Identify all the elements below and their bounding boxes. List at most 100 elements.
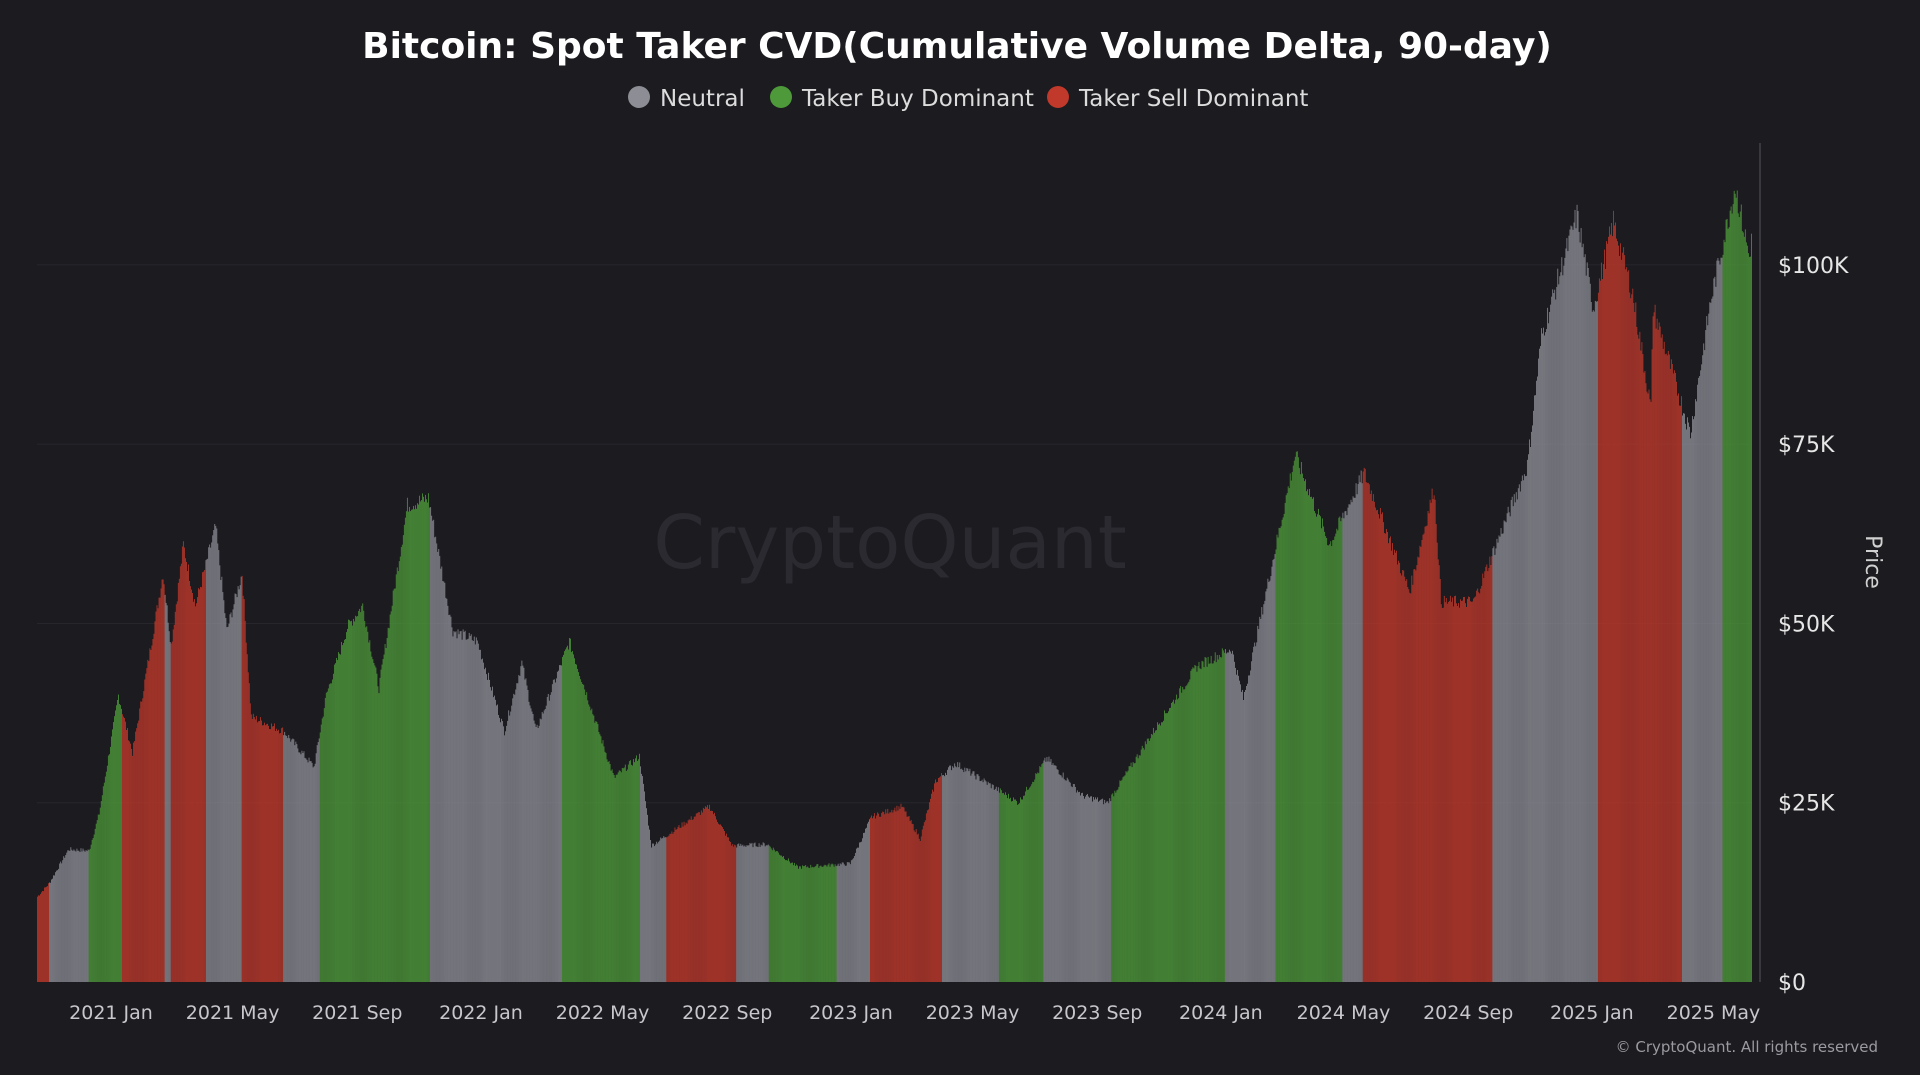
price-bar-buy — [98, 814, 100, 982]
price-bar-neutral — [434, 537, 436, 982]
price-bar-sell — [912, 824, 914, 982]
price-bar-neutral — [977, 774, 979, 982]
price-bar-buy — [1306, 491, 1307, 982]
price-bar-neutral — [452, 636, 454, 982]
price-bar-buy — [576, 664, 578, 982]
price-bar-buy — [632, 759, 634, 982]
price-bar-sell — [1446, 603, 1448, 982]
price-bar-sell — [1421, 539, 1423, 982]
price-bar-sell — [711, 810, 712, 982]
price-bar-buy — [794, 862, 795, 982]
price-bar-buy — [578, 672, 580, 982]
price-bar-sell — [201, 587, 202, 982]
price-bar-buy — [770, 848, 772, 982]
price-bar-neutral — [982, 782, 984, 982]
price-bar-buy — [1135, 756, 1137, 982]
price-bar-sell — [1482, 573, 1484, 982]
price-bar-sell — [188, 564, 189, 982]
price-bar-neutral — [307, 762, 309, 982]
price-bar-neutral — [1586, 262, 1588, 982]
price-bar-sell — [1388, 543, 1389, 982]
price-bar-buy — [566, 647, 567, 982]
price-bar-neutral — [1684, 413, 1685, 982]
price-bar-sell — [180, 563, 182, 982]
price-bar-buy — [1183, 689, 1185, 982]
price-bar-neutral — [232, 609, 234, 982]
price-bar-neutral — [1549, 311, 1551, 982]
price-bar-sell — [141, 701, 143, 982]
price-bar-sell — [1607, 243, 1608, 982]
price-bar-neutral — [472, 640, 474, 982]
price-bar-sell — [1624, 255, 1626, 982]
price-bar-buy — [1193, 668, 1195, 982]
price-bar-neutral — [1692, 416, 1693, 982]
price-bar-sell — [1369, 493, 1371, 982]
price-bar-buy — [588, 704, 590, 982]
price-bar-buy — [1302, 478, 1304, 982]
price-bar-sell — [923, 822, 925, 982]
price-bar-buy — [602, 740, 604, 982]
price-bar-neutral — [1070, 786, 1072, 982]
price-bar-buy — [113, 722, 114, 982]
price-bar-neutral — [1703, 343, 1705, 982]
price-bar-buy — [1299, 474, 1301, 982]
price-bar-sell — [1391, 550, 1392, 982]
price-bar-sell — [1410, 593, 1412, 982]
price-bar-buy — [568, 649, 569, 982]
price-bar-sell — [1663, 341, 1665, 983]
price-bar-buy — [1320, 516, 1321, 982]
price-bar-sell — [726, 833, 728, 982]
price-bar-neutral — [1089, 797, 1090, 982]
price-bar-neutral — [997, 787, 999, 982]
price-bar-buy — [341, 641, 342, 982]
price-bar-neutral — [312, 767, 314, 982]
price-bar-neutral — [216, 528, 218, 982]
price-bar-buy — [1123, 776, 1125, 982]
price-bar-sell — [131, 748, 133, 982]
price-bar-buy — [1741, 231, 1743, 983]
price-bar-neutral — [1497, 542, 1499, 982]
price-bar-sell — [936, 782, 937, 982]
price-bar-buy — [407, 511, 409, 982]
price-bar-buy — [337, 660, 338, 982]
price-bar-buy — [806, 867, 808, 982]
price-bar-neutral — [1357, 484, 1359, 982]
price-bar-sell — [139, 708, 141, 982]
price-bar-neutral — [660, 837, 662, 982]
price-bar-buy — [1280, 526, 1282, 982]
price-bar-neutral — [80, 848, 82, 982]
price-bar-buy — [353, 618, 355, 982]
price-bar-neutral — [750, 843, 752, 982]
price-bar-sell — [137, 723, 139, 982]
price-bar-buy — [778, 854, 780, 982]
price-bar-neutral — [744, 845, 746, 982]
price-bar-sell — [158, 597, 160, 982]
price-bar-buy — [100, 801, 102, 982]
price-bar-buy — [1128, 766, 1130, 982]
price-bar-buy — [1020, 797, 1021, 982]
price-bar-buy — [1197, 666, 1199, 982]
price-bar-neutral — [1557, 268, 1559, 982]
price-bar-neutral — [1249, 675, 1251, 982]
price-bar-buy — [1143, 749, 1145, 982]
price-bar-neutral — [1271, 566, 1273, 982]
price-bar-buy — [574, 658, 575, 982]
price-bar-neutral — [1102, 798, 1104, 982]
price-bar-neutral — [1691, 432, 1692, 982]
price-bar-sell — [1440, 604, 1442, 982]
price-bar-buy — [1294, 456, 1296, 982]
price-bar-sell — [666, 837, 668, 982]
price-bar-neutral — [523, 667, 525, 982]
price-bar-buy — [788, 858, 789, 982]
price-bar-neutral — [475, 637, 477, 982]
price-bar-sell — [880, 816, 882, 982]
price-bar-sell — [879, 816, 881, 982]
price-bar-neutral — [1555, 299, 1557, 982]
price-bar-buy — [401, 544, 403, 982]
price-bar-buy — [1726, 218, 1728, 982]
price-bar-neutral — [1081, 793, 1082, 982]
price-bar-buy — [1215, 662, 1217, 982]
price-bar-sell — [1660, 337, 1662, 982]
price-bar-neutral — [527, 690, 529, 982]
price-bar-neutral — [964, 767, 966, 982]
